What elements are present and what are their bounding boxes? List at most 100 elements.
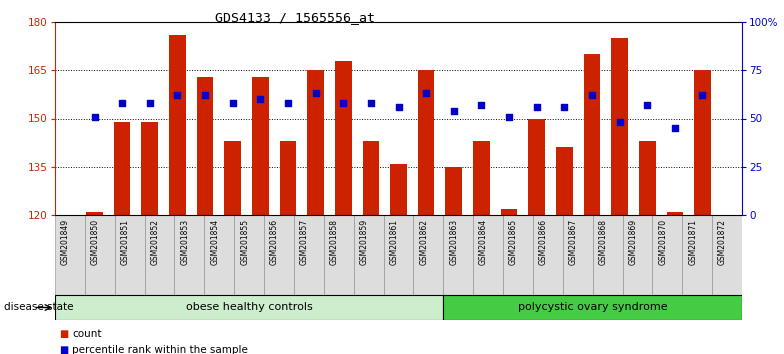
Bar: [418, 70, 434, 215]
Bar: [694, 70, 711, 215]
Bar: [583, 54, 601, 215]
Bar: [55, 295, 443, 320]
Text: GSM201872: GSM201872: [718, 219, 727, 265]
Text: GSM201871: GSM201871: [688, 219, 697, 265]
Bar: [86, 212, 103, 215]
Point: [199, 92, 212, 98]
Text: ■: ■: [59, 329, 68, 339]
Text: GSM201856: GSM201856: [270, 219, 279, 265]
Text: GSM201850: GSM201850: [91, 219, 100, 265]
Text: GSM201855: GSM201855: [240, 219, 249, 265]
Bar: [445, 167, 462, 215]
Text: percentile rank within the sample: percentile rank within the sample: [72, 345, 248, 354]
Bar: [443, 295, 742, 320]
Text: GSM201853: GSM201853: [180, 219, 190, 265]
Point: [392, 104, 405, 110]
Bar: [556, 148, 572, 215]
Bar: [144, 215, 175, 295]
Point: [227, 100, 239, 106]
Bar: [501, 209, 517, 215]
Text: GDS4133 / 1565556_at: GDS4133 / 1565556_at: [216, 11, 376, 24]
Bar: [666, 212, 683, 215]
Bar: [712, 215, 742, 295]
Bar: [85, 215, 114, 295]
Point: [558, 104, 571, 110]
Text: disease state: disease state: [4, 303, 74, 313]
Point: [420, 91, 433, 96]
Point: [448, 108, 460, 114]
Bar: [169, 35, 186, 215]
Point: [116, 100, 129, 106]
Point: [171, 92, 183, 98]
Point: [503, 114, 515, 119]
Text: GSM201870: GSM201870: [659, 219, 667, 265]
Point: [669, 125, 681, 131]
Bar: [307, 70, 324, 215]
Bar: [612, 38, 628, 215]
Bar: [114, 215, 144, 295]
Text: GSM201868: GSM201868: [599, 219, 608, 265]
Point: [89, 114, 101, 119]
Bar: [383, 215, 413, 295]
Text: GSM201859: GSM201859: [360, 219, 368, 265]
Bar: [324, 215, 354, 295]
Bar: [234, 215, 264, 295]
Point: [254, 96, 267, 102]
Text: GSM201869: GSM201869: [629, 219, 637, 265]
Point: [531, 104, 543, 110]
Bar: [622, 215, 652, 295]
Point: [143, 100, 156, 106]
Point: [475, 102, 488, 108]
Bar: [503, 215, 533, 295]
Point: [696, 92, 709, 98]
Text: GSM201858: GSM201858: [330, 219, 339, 265]
Bar: [294, 215, 324, 295]
Bar: [362, 141, 379, 215]
Bar: [354, 215, 383, 295]
Point: [310, 91, 322, 96]
Bar: [639, 141, 655, 215]
Point: [365, 100, 377, 106]
Text: GSM201863: GSM201863: [449, 219, 458, 265]
Bar: [252, 77, 269, 215]
Bar: [280, 141, 296, 215]
Text: ■: ■: [59, 345, 68, 354]
Text: GSM201865: GSM201865: [509, 219, 518, 265]
Text: polycystic ovary syndrome: polycystic ovary syndrome: [518, 303, 667, 313]
Text: GSM201866: GSM201866: [539, 219, 548, 265]
Bar: [474, 215, 503, 295]
Bar: [473, 141, 490, 215]
Bar: [335, 61, 351, 215]
Text: GSM201849: GSM201849: [61, 219, 70, 265]
Text: obese healthy controls: obese healthy controls: [186, 303, 313, 313]
Text: GSM201861: GSM201861: [390, 219, 398, 265]
Bar: [528, 119, 545, 215]
Bar: [114, 122, 130, 215]
Point: [337, 100, 350, 106]
Bar: [175, 215, 205, 295]
Text: GSM201852: GSM201852: [151, 219, 159, 265]
Text: GSM201851: GSM201851: [121, 219, 129, 265]
Point: [613, 120, 626, 125]
Bar: [533, 215, 563, 295]
Bar: [413, 215, 443, 295]
Bar: [443, 215, 474, 295]
Text: count: count: [72, 329, 102, 339]
Bar: [141, 122, 158, 215]
Bar: [264, 215, 294, 295]
Text: GSM201867: GSM201867: [568, 219, 578, 265]
Text: GSM201864: GSM201864: [479, 219, 488, 265]
Text: GSM201857: GSM201857: [300, 219, 309, 265]
Bar: [55, 215, 85, 295]
Point: [586, 92, 598, 98]
Bar: [390, 164, 407, 215]
Point: [281, 100, 294, 106]
Text: GSM201854: GSM201854: [210, 219, 220, 265]
Bar: [205, 215, 234, 295]
Bar: [563, 215, 593, 295]
Bar: [593, 215, 622, 295]
Bar: [682, 215, 712, 295]
Point: [641, 102, 654, 108]
Bar: [652, 215, 682, 295]
Text: GSM201862: GSM201862: [419, 219, 428, 265]
